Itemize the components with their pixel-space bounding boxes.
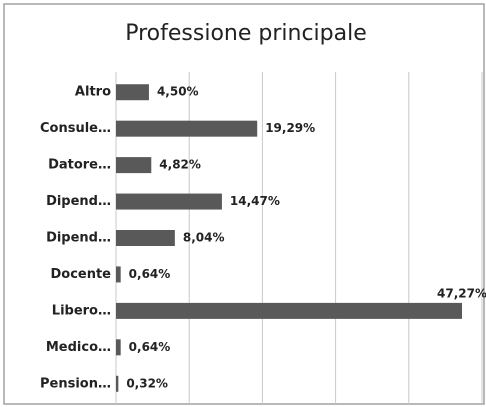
- value-label: 14,47%: [230, 194, 280, 208]
- bar: [116, 375, 119, 392]
- bar: [116, 339, 121, 356]
- value-label: 0,64%: [129, 267, 171, 281]
- bar: [116, 193, 222, 210]
- y-tick-label: Libero…: [52, 303, 111, 318]
- y-tick-label: Altro: [75, 85, 111, 100]
- chart-title: Professione principale: [125, 21, 367, 46]
- value-label: 47,27%: [437, 286, 486, 300]
- value-label: 0,64%: [129, 340, 171, 354]
- value-label: 4,82%: [159, 158, 201, 172]
- value-label: 0,32%: [126, 376, 168, 390]
- bar: [116, 84, 149, 101]
- value-label: 4,50%: [157, 85, 199, 99]
- bar: [116, 302, 463, 319]
- bar: [116, 230, 175, 246]
- bar: [116, 157, 152, 174]
- y-tick-label: Datore…: [48, 158, 111, 173]
- bar: [116, 266, 121, 283]
- y-tick-label: Pension…: [40, 376, 111, 391]
- chart-border: [3, 3, 485, 405]
- y-tick-label: Dipend…: [46, 194, 111, 209]
- value-label: 19,29%: [265, 121, 315, 135]
- y-tick-label: Medico…: [46, 340, 111, 355]
- y-tick-label: Consule…: [40, 121, 111, 136]
- y-tick-label: Docente: [50, 267, 111, 282]
- bar: [116, 120, 258, 137]
- y-tick-label: Dipend…: [46, 231, 111, 246]
- value-label: 8,04%: [183, 231, 225, 245]
